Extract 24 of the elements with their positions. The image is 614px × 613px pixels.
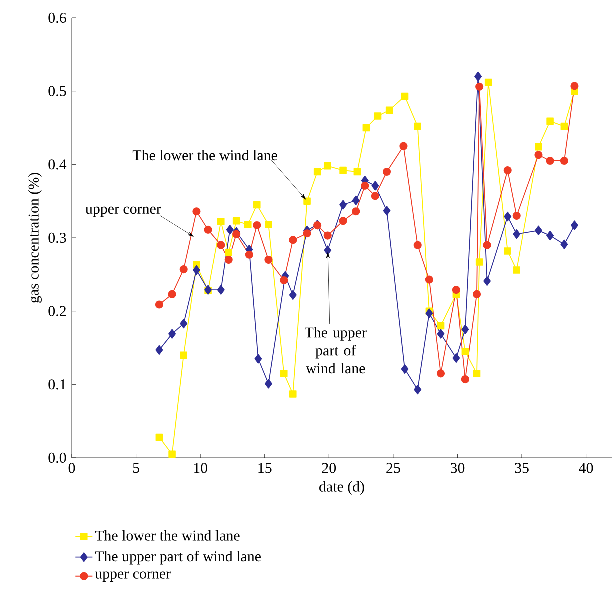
x-tick-label: 30: [450, 463, 465, 474]
annotation: upper corner: [86, 206, 162, 218]
x-tick-label: 35: [515, 463, 529, 474]
x-tick-label: 0: [68, 463, 76, 474]
y-tick-label: 0.2: [48, 306, 66, 316]
legend-label: upper corner: [95, 572, 171, 582]
y-tick-label: 0.3: [48, 232, 66, 244]
x-tick-label: 10: [194, 463, 208, 474]
y-tick-label: 0.1: [48, 380, 66, 390]
x-tick-label: 40: [579, 463, 594, 474]
x-tick-label: 5: [133, 463, 140, 474]
y-tick-label: 0.5: [48, 86, 66, 96]
y-tick-label: 0.0: [48, 452, 66, 464]
x-tick-label: 15: [258, 463, 272, 474]
x-tick-label: 25: [386, 463, 400, 474]
y-tick-label: 0.6: [48, 12, 66, 24]
y-tick-label: 0.4: [48, 160, 67, 170]
x-tick-label: 20: [322, 463, 336, 474]
legend-label: The upper part of wind lane: [95, 550, 261, 565]
x-axis-title: date (d): [320, 481, 364, 495]
y-axis-title: gas concentration (%): [28, 173, 42, 303]
annotation: The lower the wind lane: [132, 150, 278, 161]
annotation: The upper part of wind lane: [305, 327, 367, 374]
legend-label: The lower the wind lane: [95, 530, 240, 541]
